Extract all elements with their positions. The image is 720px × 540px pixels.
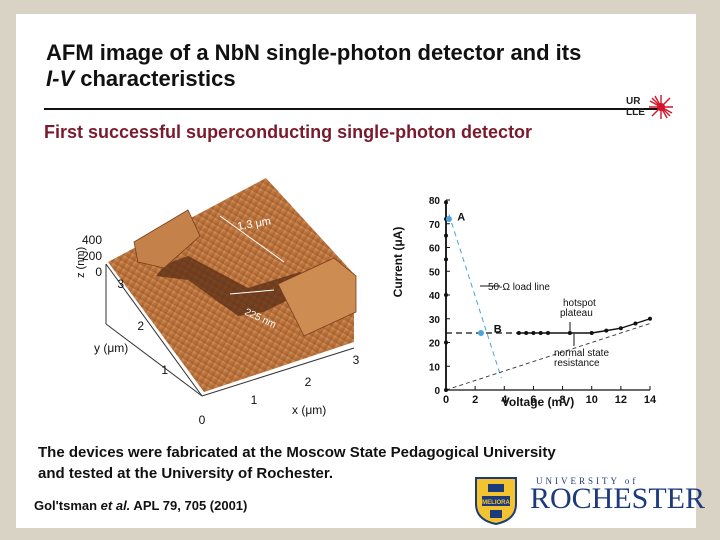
iv-annotation-resistance: resistance <box>554 358 600 369</box>
iv-data-point <box>546 331 550 335</box>
afm-pad-right <box>277 257 357 337</box>
iv-y-tick-label: 70 <box>429 220 441 231</box>
slide-title: AFM image of a NbN single-photon detecto… <box>46 40 666 92</box>
reference-etal: et al. <box>100 498 131 513</box>
seal-text: MELIORA <box>482 500 510 506</box>
afm-width-label: 1.3 μm <box>236 215 271 233</box>
iv-x-tick-label: 6 <box>530 394 536 406</box>
afm-y-tick: 3 <box>117 277 124 291</box>
afm-z-tick: 200 <box>82 249 102 263</box>
iv-y-tick-label: 10 <box>429 362 441 373</box>
iv-data-point <box>524 331 529 335</box>
iv-y-tick-label: 80 <box>429 196 441 207</box>
university-top: UNIVERSITY of <box>536 476 639 486</box>
title-line-2-rest: characteristics <box>74 66 236 91</box>
iv-x-tick-label: 0 <box>443 394 449 406</box>
iv-annotation-normal: normal state <box>554 348 609 359</box>
iv-data-point <box>538 331 543 335</box>
iv-resistance-line <box>445 323 651 391</box>
iv-x-label: Voltage (mV) <box>502 395 574 409</box>
afm-z-label: z (nm) <box>75 247 87 278</box>
iv-x-tick-label: 8 <box>560 394 566 406</box>
iv-data-point <box>633 321 638 326</box>
caption-line-1: The devices were fabricated at the Mosco… <box>38 444 556 461</box>
title-line-1: AFM image of a NbN single-photon detecto… <box>46 40 582 65</box>
title-iv: I-V <box>46 66 75 91</box>
title-rule <box>44 108 664 110</box>
iv-chart: A B 0 2 4 6 8 10 12 14 0 10 20 30 40 50 60 70 80 Current … <box>391 196 657 409</box>
lle-logo-ur: UR <box>626 96 641 107</box>
iv-data-point <box>567 331 572 335</box>
iv-load-line <box>448 214 502 379</box>
iv-x-tick-label: 14 <box>644 394 657 406</box>
reference-author: Gol'tsman <box>34 498 101 513</box>
iv-point-a-marker <box>445 216 452 222</box>
iv-x-tick-label: 10 <box>586 394 598 406</box>
afm-pad-left <box>133 209 201 269</box>
iv-data-point <box>589 331 594 335</box>
slide: AFM image of a NbN single-photon detecto… <box>16 14 705 528</box>
afm-z-tick: 400 <box>82 233 102 247</box>
afm-x-tick: 3 <box>353 353 360 367</box>
iv-data-point <box>444 233 448 238</box>
afm-x-tick: 1 <box>251 393 258 407</box>
afm-x-tick: 2 <box>305 375 312 389</box>
iv-data-point <box>604 328 609 333</box>
afm-x-tick: 0 <box>199 413 206 424</box>
iv-point-label: A <box>457 212 465 224</box>
afm-x-label: x (μm) <box>292 403 326 417</box>
iv-x-tick-label: 2 <box>472 394 478 406</box>
lle-logo-lle: LLE <box>626 107 645 118</box>
iv-y-tick-label: 0 <box>434 386 440 397</box>
starburst-icon <box>649 95 673 119</box>
iv-y-tick-label: 50 <box>429 267 441 278</box>
iv-y-tick-label: 30 <box>429 315 441 326</box>
iv-y-tick-label: 40 <box>429 291 441 302</box>
iv-annotation-load-line: 50-Ω load line <box>488 282 550 293</box>
iv-data-point <box>444 200 448 205</box>
iv-point-b-marker <box>477 330 484 336</box>
title-line-2: I-V characteristics <box>46 66 666 92</box>
reference-rest: APL 79, 705 (2001) <box>130 498 248 513</box>
afm-y-tick: 2 <box>137 319 144 333</box>
iv-data-point <box>444 257 448 262</box>
iv-resistive-branch <box>518 318 651 334</box>
iv-annotation-hotspot: hotspot <box>563 298 596 309</box>
reference: Gol'tsman et al. APL 79, 705 (2001) <box>34 498 247 513</box>
caption: The devices were fabricated at the Mosco… <box>38 442 658 484</box>
lle-logo: UR LLE <box>626 95 676 120</box>
iv-point-label: B <box>494 323 502 335</box>
caption-line-2: and tested at the University of Rocheste… <box>38 465 334 482</box>
iv-annotation-plateau: plateau <box>560 308 593 319</box>
afm-axes-frame <box>105 263 355 397</box>
afm-image: 1.3 μm 225 nm z (nm) 400 200 0 3 2 1 y (… <box>75 178 360 424</box>
afm-z-tick: 0 <box>95 265 102 279</box>
iv-y-label: Current (μA) <box>391 227 405 298</box>
afm-strip <box>156 256 316 316</box>
iv-x-tick-label: 4 <box>501 394 508 406</box>
iv-data-point <box>516 331 521 335</box>
iv-y-tick-label: 20 <box>429 339 441 350</box>
iv-x-tick-label: 12 <box>615 394 627 406</box>
iv-y-tick-label: 60 <box>429 244 441 255</box>
iv-data-point <box>618 326 623 331</box>
afm-y-label: y (μm) <box>94 341 128 355</box>
slide-subtitle: First successful superconducting single-… <box>44 122 533 142</box>
iv-data-point <box>531 331 536 335</box>
rochester-seal-icon: MELIORA <box>475 477 517 526</box>
afm-y-tick: 1 <box>161 363 168 377</box>
iv-data-point <box>648 316 652 321</box>
university-name: ROCHESTER <box>530 482 706 515</box>
